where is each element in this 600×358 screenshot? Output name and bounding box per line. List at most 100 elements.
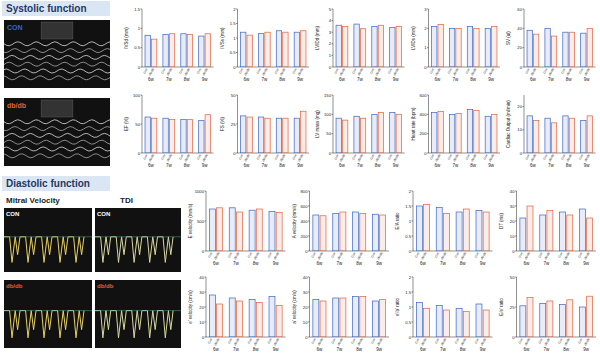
bar — [540, 215, 546, 251]
bar-label: db/db — [339, 67, 346, 76]
y-tick — [141, 9, 143, 10]
bar — [354, 24, 359, 67]
bar — [340, 212, 346, 251]
bar-label: Con — [267, 337, 273, 344]
x-tick-label: 8w — [356, 261, 363, 266]
bar — [416, 206, 422, 251]
y-tick-label: 0.5 — [405, 320, 411, 325]
bar-label: db/db — [356, 251, 363, 260]
group-label: db/db — [7, 102, 26, 109]
y-tick-label: 30 — [303, 290, 308, 295]
bar — [187, 119, 192, 153]
x-tick-label: 9w — [488, 77, 495, 82]
bar-label: db/db — [392, 153, 399, 162]
echo-trace — [4, 76, 110, 80]
bar-label: db/db — [297, 153, 304, 162]
bar — [581, 33, 586, 67]
bar-label: Con — [454, 251, 460, 258]
y-tick — [412, 307, 414, 308]
y-tick-label: 0 — [424, 151, 427, 156]
x-tick-label: 9w — [584, 77, 591, 82]
bar-label: Con — [350, 337, 356, 344]
bar-label: Con — [247, 337, 253, 344]
y-tick — [515, 251, 517, 252]
bar-label: db/db — [213, 251, 220, 260]
axis-label: A velocity (mm/s) — [292, 203, 297, 238]
y-tick-label: 5 — [329, 7, 332, 12]
echo-trace — [4, 42, 110, 46]
bar-label: db/db — [480, 337, 487, 346]
y-tick — [515, 307, 517, 308]
bar — [436, 208, 442, 252]
y-tick — [308, 322, 310, 323]
bar — [360, 214, 366, 252]
y-tick-label: 0 — [329, 151, 332, 156]
y-tick-label: 600 — [301, 204, 309, 209]
x-tick-label: 9w — [376, 347, 383, 352]
bar-label: db/db — [279, 67, 286, 76]
y-tick — [332, 43, 334, 44]
bar — [229, 208, 235, 251]
y-tick-label: 20 — [199, 305, 204, 310]
x-tick-label: 9w — [273, 347, 280, 352]
axis-label: SV (ul) — [506, 31, 511, 45]
echo-inset — [41, 22, 73, 39]
x-tick-label: 8w — [563, 261, 570, 266]
bar-label: Con — [227, 251, 233, 258]
y-tick — [515, 221, 517, 222]
y-tick — [236, 52, 238, 53]
y-tick — [515, 337, 517, 338]
bar-label: db/db — [563, 337, 570, 346]
bar — [587, 218, 593, 251]
y-axis — [413, 191, 414, 251]
y-tick — [236, 38, 238, 39]
y-tick — [308, 221, 310, 222]
bars — [336, 112, 401, 153]
x-tick-label: 8w — [566, 77, 573, 82]
bar-label: Con — [517, 337, 523, 344]
y-tick-label: 0 — [520, 151, 523, 156]
bar — [336, 25, 341, 67]
y-tick — [523, 28, 525, 29]
bar — [533, 121, 538, 153]
y-tick-label: 10 — [510, 234, 515, 239]
y-tick — [412, 206, 414, 207]
x-tick-label: 6w — [213, 261, 220, 266]
axis-label: Heart rate (bpm) — [411, 107, 416, 141]
bar-label: db/db — [452, 67, 459, 76]
y-tick-label: 0 — [305, 335, 308, 340]
y-tick — [205, 277, 207, 278]
bar-label: Con — [207, 337, 213, 344]
y-tick — [332, 55, 334, 56]
y-tick — [523, 106, 525, 107]
bar — [443, 214, 449, 252]
echo-trace — [4, 133, 110, 137]
y-tick-label: 0 — [424, 65, 427, 70]
bars — [145, 34, 210, 67]
y-tick — [332, 20, 334, 21]
bar — [336, 118, 341, 153]
x-tick-label: 9w — [584, 163, 591, 168]
axis-label: FS (%) — [220, 116, 225, 131]
bar — [269, 297, 275, 338]
y-tick — [412, 221, 414, 222]
bar — [476, 211, 482, 252]
x-tick-label: 9w — [376, 261, 383, 266]
bar-label: Con — [454, 337, 460, 344]
bar — [294, 32, 299, 67]
y-tick-label: 0 — [409, 335, 412, 340]
bar — [205, 34, 210, 67]
bar-label: db/db — [297, 67, 304, 76]
bar — [485, 116, 490, 153]
bars — [336, 24, 401, 67]
y-tick-label: 1 — [138, 26, 141, 31]
y-tick-label: 25 — [510, 305, 515, 310]
bar-label: Con — [474, 251, 480, 258]
x-tick-label: 9w — [480, 347, 487, 352]
bar-label: db/db — [317, 251, 324, 260]
y-tick-label: 0 — [233, 151, 236, 156]
x-tick-label: 9w — [202, 77, 209, 82]
y-tick-label: 2 — [409, 275, 412, 280]
y-tick — [236, 23, 238, 24]
bar — [456, 309, 462, 338]
